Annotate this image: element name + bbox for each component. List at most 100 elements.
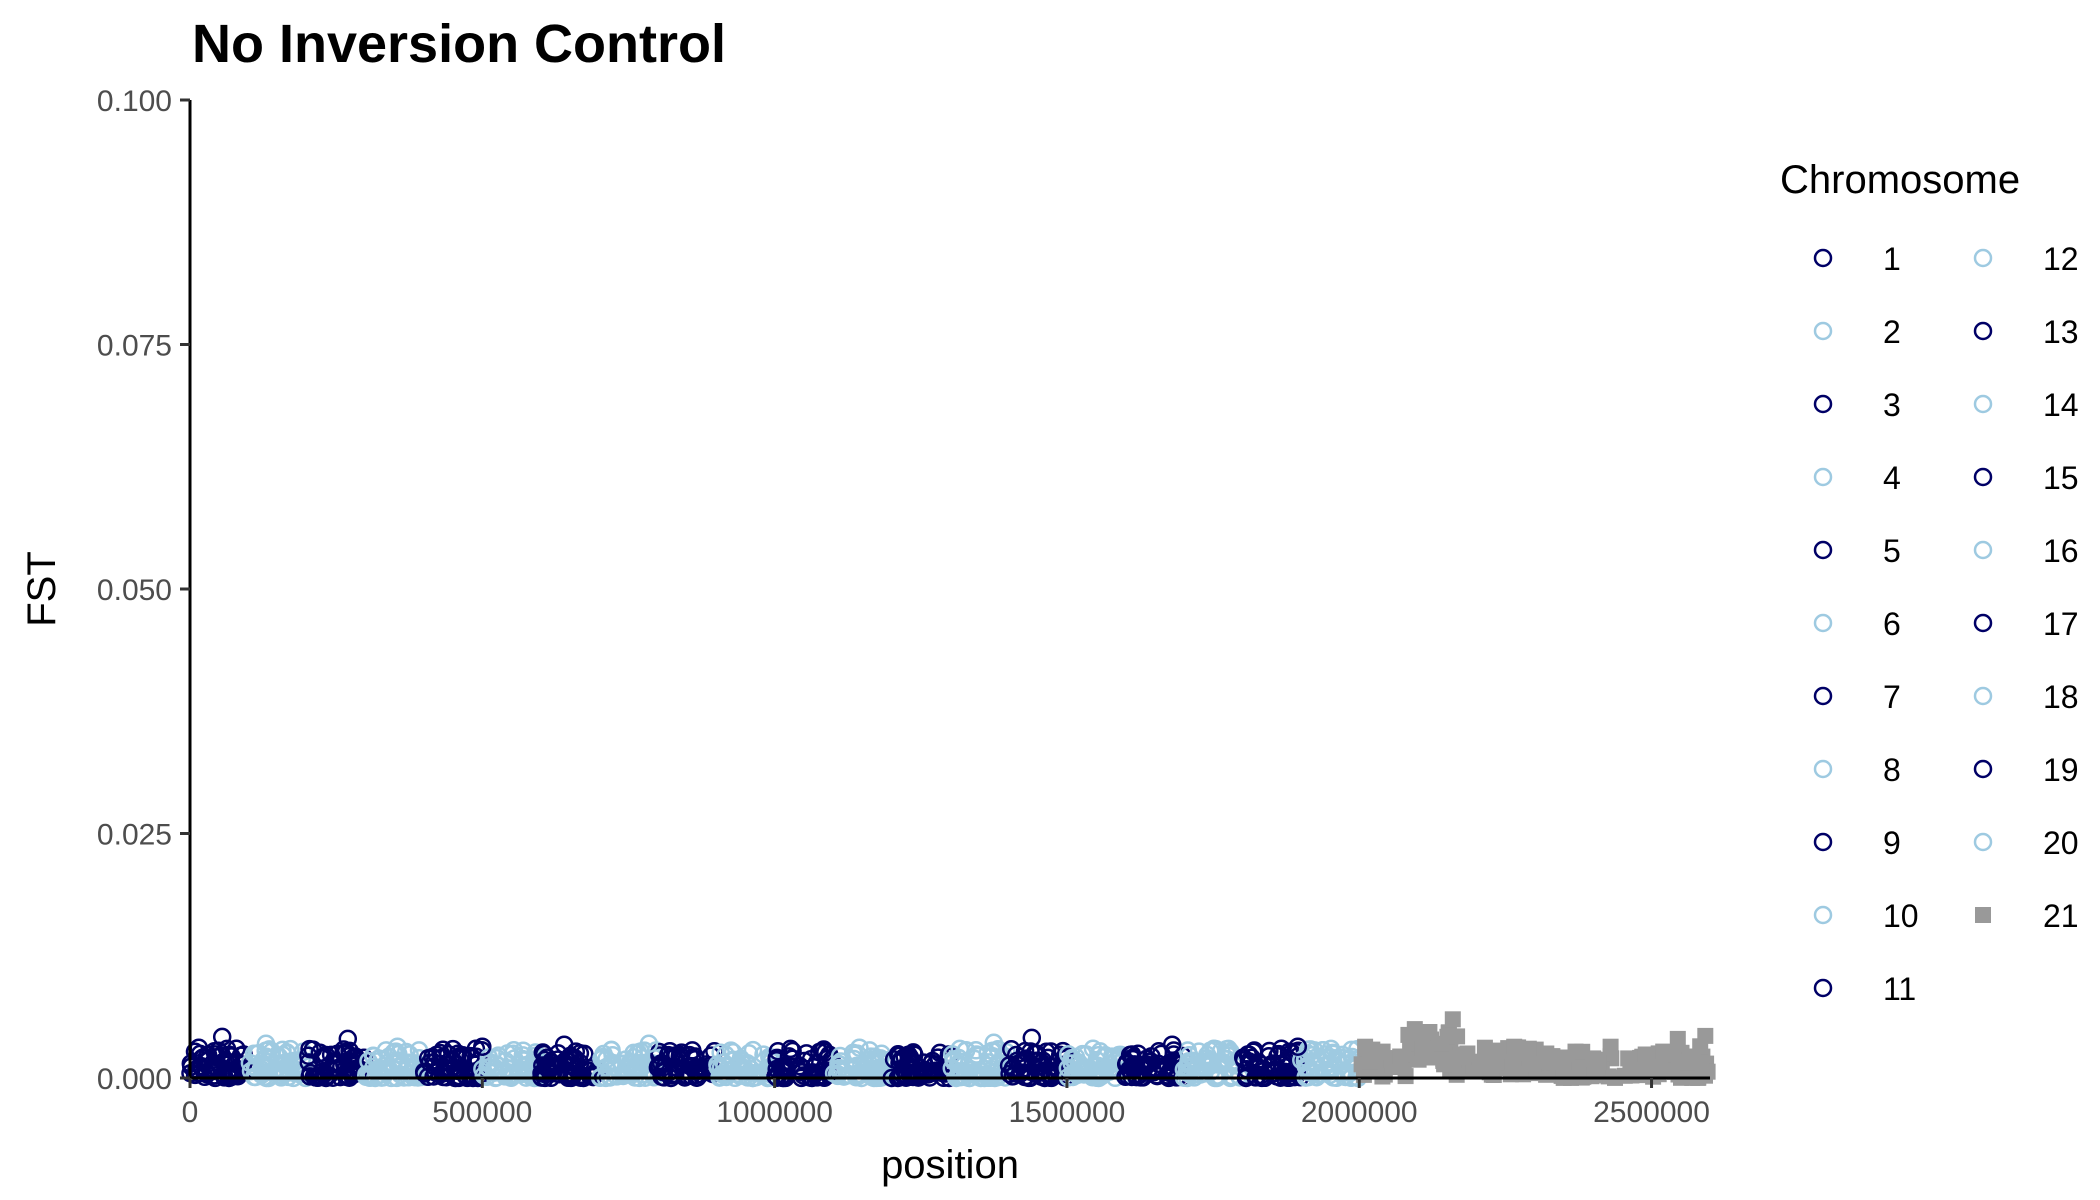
y-tick-label: 0.050 [97,574,172,607]
legend-label-2: 2 [1883,314,1901,350]
chart-title: No Inversion Control [192,14,726,74]
chr21-point [1362,1053,1378,1070]
legend-label-7: 7 [1883,679,1901,715]
x-tick-label: 500000 [432,1096,532,1129]
legend-label-10: 10 [1883,898,1919,934]
chr8-point [602,1040,621,1060]
chr4-point [391,1065,410,1084]
chr21-peak-point [1684,1048,1701,1065]
chr10-point [711,1043,730,1062]
chr21-peak-point [1697,1027,1714,1044]
y-tick-label: 0.025 [97,819,172,852]
chr21-peak-point [1459,1045,1476,1062]
legend-label-12: 12 [2043,241,2079,277]
legend-label-3: 3 [1883,387,1901,423]
legend-label-19: 19 [2043,752,2079,788]
chr12-point [844,1049,864,1069]
chr12-point [824,1064,844,1083]
x-tick-label: 1000000 [716,1096,833,1129]
chr3-peak-point [338,1029,358,1049]
chr12-point [830,1058,849,1078]
chr13-point [884,1050,904,1069]
legend-label-18: 18 [2043,679,2079,715]
chr17-point [1142,1047,1161,1066]
legend-key-19 [1973,759,1993,779]
chr21-point [1436,1056,1453,1073]
chr20-point [1313,1041,1333,1060]
chr10-point [723,1043,743,1062]
chr19-point [1269,1044,1289,1064]
chr21-peak-point [1655,1043,1672,1060]
chr14-point [963,1062,983,1082]
data-points [181,1011,1716,1088]
chr13-point [900,1065,920,1085]
chr18-point [1179,1064,1198,1083]
chr19-point [1272,1054,1291,1073]
chr21-peak-point [1552,1049,1569,1066]
chr21-peak-point [1357,1038,1374,1055]
chr21-peak-point [1491,1042,1508,1059]
legend-key-1 [1813,248,1833,268]
chr2-point [257,1048,276,1068]
chr21-peak-point [1406,1021,1423,1038]
legend-label-8: 8 [1883,752,1901,788]
legend-key-8 [1813,759,1833,779]
chr7-peak-point [554,1035,574,1054]
chr1-peak-point [212,1027,232,1047]
chr16-point [1059,1045,1078,1064]
legend-label-1: 1 [1883,241,1901,277]
legend-label-5: 5 [1883,533,1901,569]
legend-key-10 [1813,905,1833,925]
legend-key-18 [1973,686,1993,706]
chr20-point [1324,1044,1343,1064]
chr13-point [888,1045,908,1064]
chr21-peak-point [1585,1050,1602,1067]
chr6-point [501,1065,520,1084]
legend-key-4 [1813,467,1833,487]
chr8-point [632,1053,651,1073]
chr3-point [321,1045,341,1065]
legend-label-20: 20 [2043,825,2079,861]
legend-key-17 [1973,613,1993,633]
chr8-peak-point [639,1034,659,1054]
chr17-point [1122,1045,1142,1064]
chr14-point [956,1041,976,1061]
chr20-point [1295,1051,1315,1071]
chr21-peak-point [1444,1011,1461,1028]
chr10-point [717,1065,736,1084]
chr3-point [335,1065,355,1084]
chr1-point [194,1048,213,1067]
x-tick-label: 0 [182,1096,199,1129]
legend-key-11 [1813,978,1833,998]
chr19-point [1249,1053,1268,1072]
chr5-point [415,1064,434,1083]
chr16-point [1083,1039,1103,1059]
chr21-peak-point [1506,1038,1523,1055]
legend-key-3 [1813,394,1833,414]
chr21-point [1414,1040,1431,1057]
chr21-peak-point [1433,1035,1450,1052]
chr14-peak-point [984,1033,1004,1053]
legend-label-17: 17 [2043,606,2079,642]
chr4-peak-point [388,1037,407,1056]
chr21-point [1484,1056,1501,1073]
chr21-peak-point [1538,1045,1555,1062]
y-tick-label: 0.100 [97,85,172,118]
chr12-peak-point [850,1038,869,1057]
chr17-peak-point [1162,1035,1182,1054]
chr18-point [1207,1066,1227,1085]
legend-key-12 [1973,248,1993,268]
chr2-point [281,1039,300,1059]
chr20-point [1301,1040,1320,1059]
y-tick-label: 0.000 [97,1063,172,1096]
chr15-point [1010,1064,1030,1083]
chr21-peak-point [1620,1050,1637,1067]
legend-label-6: 6 [1883,606,1901,642]
chr21-peak-point [1520,1040,1537,1057]
chr11-point [806,1063,825,1083]
y-axis-ticks: 0.000 0.025 0.050 0.075 0.100 [97,85,190,1096]
chr15-point [1021,1042,1040,1061]
chr2-point [274,1054,293,1074]
chr18-point [1179,1052,1198,1071]
chr21-point [1623,1067,1640,1084]
